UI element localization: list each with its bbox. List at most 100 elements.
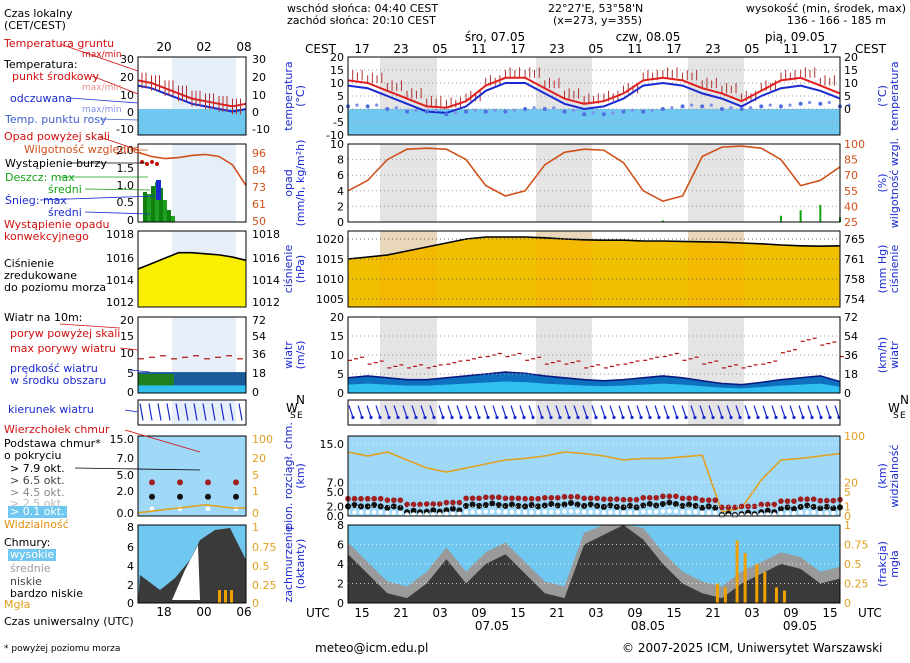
axis-title-left: (oktanty) (294, 539, 307, 590)
low-cover-point (627, 510, 633, 515)
low-cover-point (516, 509, 521, 515)
legend-connector (99, 118, 139, 121)
axis-title-left: opad (282, 169, 295, 196)
wind-arrow-head (639, 415, 643, 420)
low-cover-point (509, 509, 515, 515)
legend-temp-mid: punkt środkowy (12, 70, 100, 83)
preview-pressure-area (138, 252, 246, 307)
low-cover-point (693, 509, 698, 515)
axis-title-left: (°C) (294, 85, 307, 107)
wind-arrow (726, 405, 732, 418)
cloud-base-point (686, 501, 693, 508)
cloud-base-point (443, 507, 450, 514)
preview-tick-right: 20 (252, 452, 266, 465)
wind-arrow-head (711, 415, 715, 420)
cloud-base-point (522, 503, 529, 510)
wind-arrow-head (594, 415, 598, 420)
main-tick-left: 2 (337, 200, 344, 213)
preview-low-point (205, 506, 211, 512)
utc-hour-tick: 03 (744, 606, 759, 620)
cb-top-point (778, 498, 784, 504)
cb-top-point (607, 496, 614, 503)
preview-tick-right: 50 (252, 215, 266, 228)
low-cover-point (575, 509, 580, 514)
axis-title-left: wiatr (282, 341, 295, 369)
cb-top-point (469, 495, 476, 502)
axis-title-right: temperatura (888, 61, 901, 130)
preview-tick-left: 20 (120, 71, 134, 84)
wind-arrow (618, 405, 624, 418)
legend-okt-1: > 7.9 okt. (10, 462, 65, 475)
low-cover-point (365, 509, 370, 515)
low-cover-point (444, 511, 449, 516)
preview-wind-arrow (166, 403, 171, 421)
night-band (380, 400, 437, 425)
preview-tick-left: 20 (120, 314, 134, 327)
cb-top-point (489, 494, 496, 501)
dew-point (788, 103, 792, 107)
legend-temp-feel: odczuwana (10, 92, 72, 105)
main-tick-left: 10 (330, 349, 344, 362)
utc-label-left: UTC (306, 606, 330, 620)
contact-email[interactable]: meteo@icm.edu.pl (315, 641, 429, 655)
wind-arrow-head (702, 415, 706, 420)
legend-connector (59, 323, 121, 329)
wind-arrow (582, 405, 588, 418)
preview-tick-left: 15.0 (110, 433, 135, 446)
wind-arrow (411, 405, 417, 418)
preview-tick-right: 72 (252, 314, 266, 327)
wind-arrow-head (531, 415, 535, 420)
wind-arrow-head (387, 415, 391, 420)
axis-title-right: (km/h) (876, 337, 889, 373)
cb-top-point (430, 501, 437, 507)
cloud-base-point (659, 501, 666, 507)
main-tick-right: 0 (844, 103, 851, 116)
axis-title-right: (mm Hg) (876, 245, 889, 294)
cloud-base-point (548, 501, 555, 507)
preview-tick-right: 0.25 (252, 579, 277, 592)
legend-wind-title: Wiatr na 10m: (4, 311, 83, 324)
cloud-base-point (449, 505, 456, 512)
cloud-base-point (784, 504, 791, 511)
low-cover-point (398, 510, 403, 515)
preview-rain-bar (171, 216, 175, 222)
dew-point (818, 101, 823, 106)
dew-point (394, 106, 398, 110)
cloud-base-point (482, 501, 489, 508)
low-cover-point (706, 510, 711, 515)
legend-connector (91, 75, 139, 95)
cb-top-point (594, 495, 600, 502)
preview-utc-hour: 00 (196, 605, 211, 619)
preview-local-hour: 02 (196, 40, 211, 54)
preview-cover-high (172, 545, 200, 600)
cloud-base-point (384, 504, 391, 511)
utc-hour-tick: 21 (393, 606, 408, 620)
local-hour-tick: 11 (783, 42, 798, 56)
legend-connector (84, 188, 151, 191)
legend-connector (69, 97, 139, 104)
dew-point (768, 103, 772, 107)
dew-point (611, 111, 615, 115)
local-hour-tick: 05 (432, 42, 447, 56)
low-cover-point (804, 510, 810, 515)
cloud-base-point (495, 501, 502, 508)
low-cover-point (785, 510, 790, 516)
pressure-night (688, 231, 744, 307)
local-hour-tick: 11 (471, 42, 486, 56)
cloud-base-point (600, 503, 607, 510)
dew-point (621, 109, 626, 114)
preview-panel-frame (137, 230, 247, 308)
preview-cb-top (205, 479, 211, 486)
footnote: * powyżej poziomu morza (4, 644, 121, 654)
local-hour-tick: 17 (822, 42, 837, 56)
main-tick-left: 2 (337, 578, 344, 591)
preview-wind-arrow (175, 403, 180, 421)
wind-arrow (609, 405, 615, 418)
compass-s: S (893, 411, 899, 421)
wind-arrow-head (477, 415, 481, 420)
cloud-base-point (823, 503, 830, 510)
legend-cb-top: Wierzchołek chmur (4, 423, 110, 436)
preview-tick-right: 54 (252, 330, 266, 343)
wind-arrow-head (468, 415, 472, 420)
preview-tick-left: 7.0 (117, 452, 135, 465)
